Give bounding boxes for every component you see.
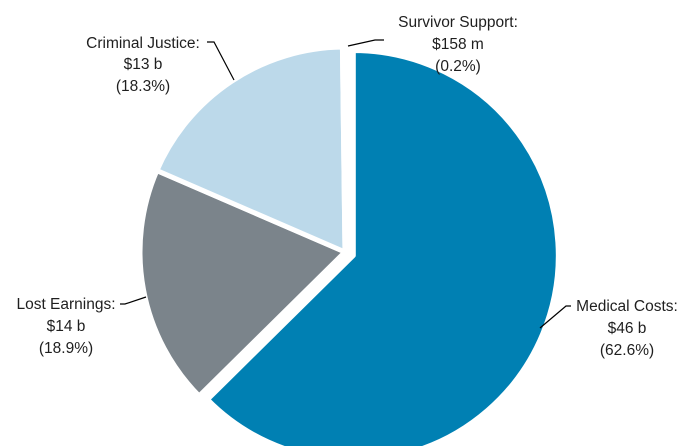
slice-name-criminal-justice: Criminal Justice: bbox=[86, 35, 200, 52]
slice-value-survivor-support: $158 m bbox=[432, 36, 484, 53]
leader-line-survivor-support bbox=[347, 39, 384, 47]
data-label-criminal-justice: Criminal Justice: $13 b (18.3%) bbox=[86, 35, 200, 95]
pie-slice-lost-earnings bbox=[137, 168, 348, 399]
slice-name-medical-costs: Medical Costs: bbox=[576, 298, 678, 315]
leader-line-criminal-justice bbox=[207, 41, 235, 81]
slice-name-survivor-support: Survivor Support: bbox=[398, 14, 518, 31]
slice-value-criminal-justice: $13 b bbox=[124, 56, 163, 73]
slice-percent-survivor-support: (0.2%) bbox=[435, 58, 481, 75]
slice-name-lost-earnings: Lost Earnings: bbox=[16, 296, 115, 313]
pie-slice-criminal-justice bbox=[154, 44, 348, 255]
data-label-lost-earnings: Lost Earnings: $14 b (18.9%) bbox=[16, 296, 115, 357]
slice-percent-criminal-justice: (18.3%) bbox=[116, 78, 170, 95]
pie-slices bbox=[137, 44, 561, 446]
leader-line-lost-earnings bbox=[120, 296, 147, 305]
data-label-medical-costs: Medical Costs: $46 b (62.6%) bbox=[576, 298, 678, 359]
leader-line-medical-costs bbox=[539, 305, 571, 329]
pie-slice-medical-costs bbox=[204, 47, 561, 446]
slice-percent-medical-costs: (62.6%) bbox=[600, 342, 654, 359]
slice-value-lost-earnings: $14 b bbox=[47, 318, 86, 335]
pie-slice-survivor-support bbox=[339, 44, 348, 255]
data-label-survivor-support: Survivor Support: $158 m (0.2%) bbox=[398, 14, 518, 75]
slice-value-medical-costs: $46 b bbox=[608, 320, 647, 337]
slice-percent-lost-earnings: (18.9%) bbox=[39, 340, 93, 357]
